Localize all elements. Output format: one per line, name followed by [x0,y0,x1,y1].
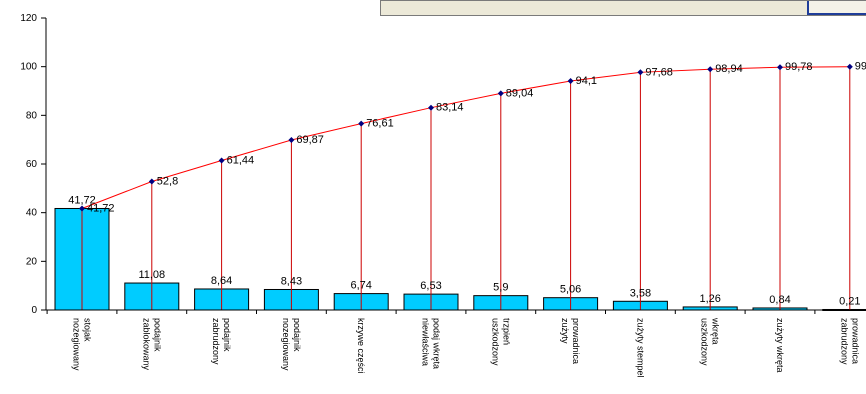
cumulative-value-label: 99,78 [785,61,813,73]
category-label-line: prowadnica [571,318,581,364]
y-tick-label: 40 [26,208,38,219]
category-label-line: stojak [83,318,93,342]
cumulative-point [497,90,504,97]
cumulative-point [567,78,574,85]
cumulative-point [79,205,85,212]
category-label: uszkodzony trzpień [490,318,511,366]
cumulative-value-label: 52,8 [157,176,178,188]
y-tick-label: 120 [20,13,37,24]
category-label: krzywe części [356,318,366,374]
bar-value-label: 5,9 [493,282,508,294]
cumulative-line [81,66,850,209]
bar-value-label: 6,53 [420,280,441,292]
category-label-line: prowadnica [850,318,860,364]
category-label-line: zużyty stempel [635,318,645,378]
category-label: zużyty wkręta [775,318,785,373]
category-label-line: uszkodzony [490,318,500,366]
bar-value-label: 0,84 [769,294,790,306]
category-label: zabrudzony podajnik [211,318,232,365]
bar-value-label: 8,43 [281,275,302,287]
cumulative-point [148,178,155,185]
category-label: zablokowany podajnik [141,318,162,371]
category-label-line: niewłaściwa [421,318,431,366]
labels-layer: 41,72 11,08 8,64 8,43 6,74 6,53 5,9 5,06 3,58 1,2… [68,61,866,308]
category-label: zużyty prowadnica [560,318,581,364]
cumulative-point [428,104,434,111]
cumulative-value-label: 97,68 [645,66,673,78]
cumulative-value-label: 98,94 [715,63,743,75]
drop-lines-layer [81,66,851,310]
cumulative-value-label: 41,72 [87,202,115,214]
cumulative-point [846,63,853,70]
bar-value-label: 0,21 [839,295,860,307]
category-label: uszkodzony wkręta [700,317,721,366]
cumulative-value-label: 61,44 [227,154,255,166]
bar-value-label: 11,08 [138,269,165,281]
category-label-line: podajnik [292,318,302,352]
cumulative-point [777,64,783,71]
category-label-line: nozegiowany [281,318,291,371]
axis-layer: 0 20 40 60 80 100 120 [20,13,866,316]
category-label-line: zużyty [560,318,570,344]
cumulative-value-label: 94,1 [576,75,597,87]
y-tick-label: 20 [26,256,38,267]
category-label-line: zabrudzony [839,318,849,365]
cumulative-value-label: 76,61 [366,118,394,130]
overlay-window-edge [380,0,866,16]
category-label: zużyty stempel [635,318,645,378]
cumulative-value-label: 69,87 [296,134,324,146]
bar-value-label: 5,06 [560,284,581,296]
category-label: nozegiowany stojak [72,318,93,371]
category-label: nozegiowany podajnik [281,318,302,371]
cumulative-point [288,136,295,143]
category-label-line: trzpień [501,318,511,345]
overlay-button-edge [807,1,866,15]
cumulative-value-label: 99,99 [855,61,866,73]
y-tick-label: 0 [31,305,37,316]
bar-value-label: 8,64 [211,275,232,287]
category-label: zabrudzony prowadnica [839,318,860,365]
category-label-line: zabrudzony [211,318,221,365]
y-tick-label: 100 [20,62,37,73]
cumulative-line-layer [79,63,853,212]
category-label-line: wkręta [711,317,721,345]
bar-value-label: 1,26 [699,293,720,305]
category-label-line: podajnik [222,318,232,352]
category-label-line: zużyty wkręta [775,318,785,373]
category-label-line: podajnik [152,318,162,352]
bar-value-label: 3,58 [630,287,651,299]
category-label-line: zablokowany [141,318,151,371]
category-labels-layer: nozegiowany stojak zablokowany podajnik zabr… [72,317,861,378]
category-label-line: uszkodzony [700,318,710,366]
cumulative-point [218,157,225,164]
category-label-line: nozegiowany [72,318,82,371]
category-label: niewłaściwa podaj wkręta [421,318,442,369]
y-tick-label: 60 [26,159,38,170]
category-label-line: podaj wkręta [432,318,442,369]
cumulative-point [637,69,644,76]
category-label-line: krzywe części [356,318,366,374]
bar-value-label: 6,74 [350,280,371,292]
bars-layer [54,207,866,311]
cumulative-value-label: 83,14 [436,102,464,114]
y-tick-label: 80 [26,110,38,121]
cumulative-point [358,120,365,127]
cumulative-point [707,66,714,73]
cumulative-value-label: 89,04 [506,87,534,99]
bar-value-label: 41,72 [68,194,96,206]
